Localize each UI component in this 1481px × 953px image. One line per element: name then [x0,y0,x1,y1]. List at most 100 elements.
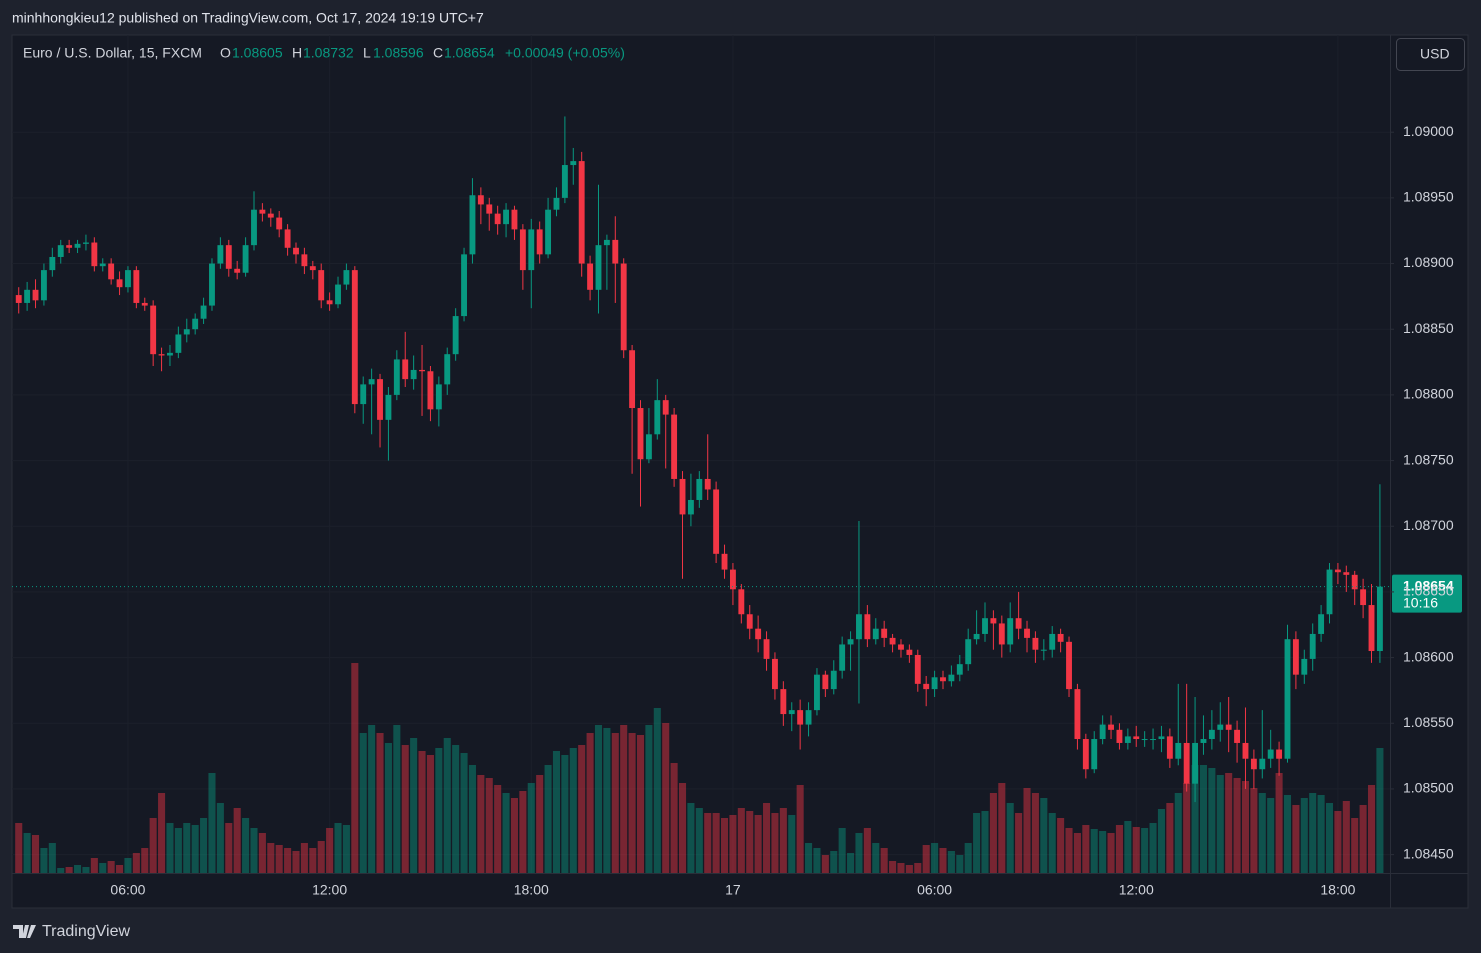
candle-body [141,302,148,306]
volume-bar [687,803,695,873]
candle-body [167,352,173,356]
candle-body [1318,614,1325,634]
volume-layer [15,663,1384,873]
candle-body [1343,572,1350,575]
volume-bar [149,818,157,873]
volume-bar [292,851,300,873]
volume-bar [1283,795,1292,873]
candle-body [1032,637,1039,650]
volume-bar [737,808,745,873]
y-tick-label: 1.08950 [1403,189,1454,205]
volume-bar [141,848,149,873]
candle-body [889,637,896,645]
candle-body [797,710,804,725]
volume-bar [65,867,73,873]
candle-body [923,683,930,690]
volume-bar [628,733,636,873]
volume-bar [166,823,174,873]
brand-logo [13,925,36,938]
candle-body [1267,749,1274,759]
candle-body [83,242,89,244]
volume-bar [1082,825,1090,873]
currency-button[interactable] [1396,38,1465,71]
volume-bar [1359,805,1367,873]
volume-bar [830,851,838,873]
volume-bar [611,733,619,873]
candle-body [66,245,73,248]
y-tick-label: 1.08600 [1403,648,1454,664]
y-tick-label: 1.09000 [1403,123,1454,139]
volume-bar [1292,805,1300,873]
volume-bar [1073,833,1081,873]
candle-body [99,263,106,267]
candle-body [553,197,560,210]
candle-body [1259,758,1266,770]
candle-body [1124,736,1131,743]
candle-body [587,263,594,290]
volume-bar [678,783,687,873]
volume-bar [746,811,754,873]
candle-body [898,644,904,650]
currency-label[interactable]: USD [1420,46,1450,62]
volume-bar [863,828,871,873]
candle-body [570,161,577,166]
volume-bar [805,843,813,873]
x-tick-label: 06:00 [917,882,952,898]
candle-body [763,639,770,659]
volume-bar [939,848,947,873]
candle-body [469,195,476,255]
volume-bar [586,733,594,873]
volume-bar [1309,793,1317,873]
volume-bar [191,825,199,873]
volume-bar [15,823,23,873]
volume-bar [771,813,779,873]
candle-body [49,256,56,271]
volume-bar [1174,793,1182,873]
candle-body [40,270,47,301]
candle-body [116,279,123,288]
candle-body [1141,739,1148,741]
volume-bar [973,813,981,873]
volume-bar [763,803,771,873]
volume-bar [242,818,250,873]
volume-bar [359,733,367,873]
candle-body [990,618,997,624]
volume-bar [267,843,275,873]
candle-body [881,628,888,638]
volume-bar [788,815,796,873]
volume-bar [720,818,729,873]
candle-body [1116,729,1123,743]
volume-bar [931,843,939,873]
volume-bar [998,783,1006,873]
volume-bar [1367,785,1376,873]
candle-body [1192,742,1199,784]
volume-bar [90,858,98,873]
candle-body [234,268,241,273]
legend-close: 1.08654 [444,45,495,61]
volume-bar [578,745,586,873]
volume-bar [48,843,56,873]
candle-body [578,161,585,264]
candle-body [1225,724,1232,730]
y-tick-label: 1.08700 [1403,517,1454,533]
volume-bar [695,808,703,873]
volume-bar [23,833,31,873]
candle-body [309,266,316,271]
volume-bar [905,865,913,873]
candle-body [1133,736,1140,740]
candle-body [856,614,862,640]
candle-body [973,633,980,640]
countdown-label: 10:16 [1403,594,1438,610]
candle-body [1326,569,1333,615]
volume-bar [200,818,208,873]
volume-bar [477,775,485,873]
candle-body [1276,749,1283,759]
volume-bar [1065,828,1073,873]
candle-body [494,213,501,225]
candle-body [444,354,451,385]
volume-bar [561,755,569,873]
last-price-box [1392,574,1462,613]
volume-bar [393,725,401,873]
volume-bar [1250,788,1258,873]
candle-body [326,300,333,305]
